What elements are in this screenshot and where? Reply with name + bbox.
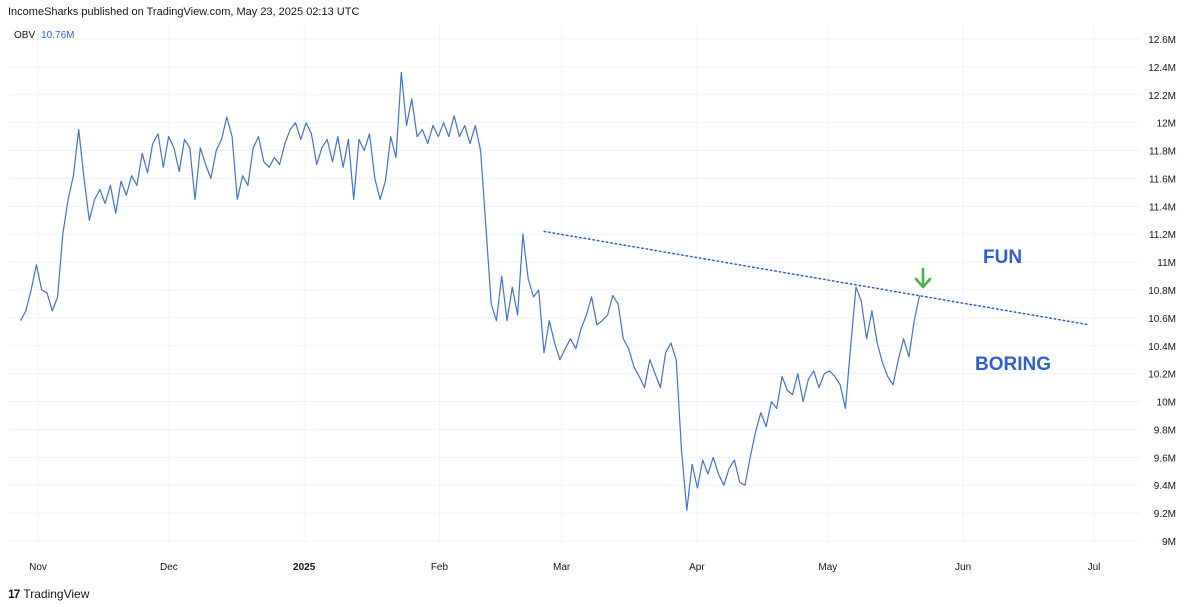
x-tick-label: Dec	[160, 562, 178, 573]
y-axis: 9M 9.2M 9.4M 9.6M 9.8M 10M 10.2M 10.4M 10.6M 10.8…	[1148, 35, 1176, 548]
annotation-fun: FUN	[983, 247, 1023, 268]
x-tick-label: Nov	[29, 562, 47, 573]
y-tick-label: 11.4M	[1149, 202, 1176, 213]
footer-brand-label: TradingView	[23, 587, 90, 601]
resistance-trendline	[543, 230, 1091, 326]
y-tick-label: 10.8M	[1148, 286, 1176, 297]
legend-name: OBV	[14, 30, 36, 41]
x-tick-label: Jun	[955, 562, 971, 573]
y-tick-label: 9.6M	[1154, 453, 1176, 464]
legend-value: 10.76M	[41, 30, 75, 41]
y-tick-label: 10.6M	[1148, 314, 1176, 325]
y-tick-label: 9.4M	[1154, 481, 1176, 492]
obv-series-line	[19, 71, 921, 511]
x-tick-label: Feb	[431, 562, 449, 573]
annotation-boring: BORING	[975, 354, 1051, 375]
publisher-header: IncomeSharks published on TradingView.co…	[8, 6, 360, 18]
y-tick-label: 11.8M	[1149, 147, 1176, 158]
x-axis: Nov Dec 2025 Feb Mar Apr May Jun Jul	[29, 562, 1100, 573]
x-tick-label: Jul	[1088, 562, 1101, 573]
y-tick-label: 9.8M	[1154, 425, 1176, 436]
indicator-legend: OBV 10.76M	[14, 30, 74, 41]
y-tick-label: 12.6M	[1148, 35, 1176, 46]
x-tick-label: Mar	[553, 562, 571, 573]
y-tick-label: 11.2M	[1149, 230, 1176, 241]
y-tick-label: 11M	[1157, 258, 1176, 269]
tradingview-logo-icon: 17	[8, 587, 20, 601]
x-tick-label: 2025	[293, 562, 316, 573]
y-tick-label: 10.4M	[1148, 342, 1176, 353]
trendline-layer	[543, 230, 1091, 326]
y-tick-label: 11.6M	[1149, 174, 1176, 185]
series-layer	[19, 71, 921, 511]
footer-brand: 17 TradingView	[8, 587, 89, 601]
x-tick-label: May	[818, 562, 837, 573]
grid-layer	[8, 24, 1140, 542]
y-tick-label: 9M	[1162, 537, 1176, 548]
y-tick-label: 12M	[1157, 119, 1176, 130]
y-tick-label: 10.2M	[1148, 370, 1176, 381]
y-tick-label: 12.2M	[1148, 91, 1176, 102]
y-tick-label: 10M	[1157, 398, 1176, 409]
x-tick-label: Apr	[689, 562, 705, 573]
y-tick-label: 9.2M	[1154, 509, 1176, 520]
y-tick-label: 12.4M	[1148, 63, 1176, 74]
arrow-down-icon	[914, 267, 932, 289]
